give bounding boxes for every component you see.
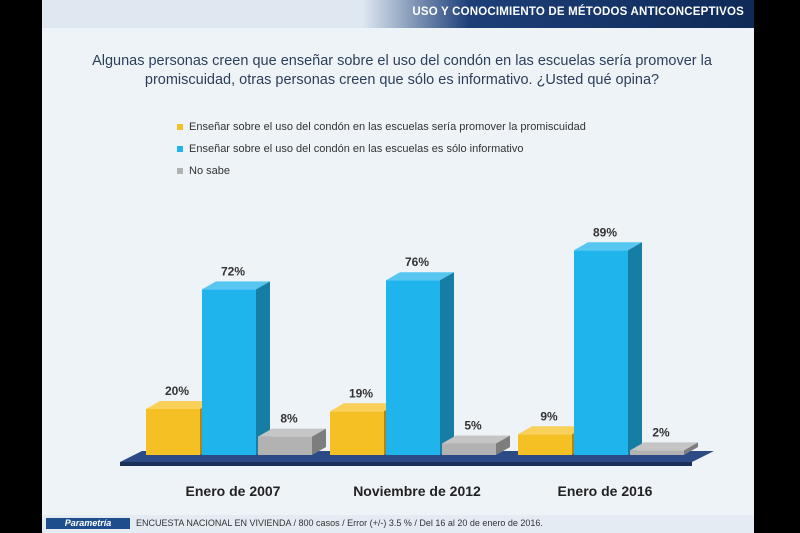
bar-top	[146, 401, 214, 409]
bar-front	[146, 409, 200, 455]
header-bar: USO Y CONOCIMIENTO DE MÉTODOS ANTICONCEP…	[42, 0, 754, 28]
bar-side	[440, 272, 454, 455]
bar-top	[630, 442, 698, 451]
data-label: 19%	[349, 386, 373, 400]
category-label: Enero de 2016	[558, 483, 653, 499]
data-label: 9%	[540, 409, 558, 423]
legend-label-informativo: Enseñar sobre el uso del condón en las e…	[189, 143, 524, 155]
data-label: 20%	[165, 384, 189, 398]
bar-top	[258, 428, 326, 437]
category-label: Noviembre de 2012	[353, 483, 481, 499]
footer: Parametría ENCUESTA NACIONAL EN VIVIENDA…	[42, 515, 754, 533]
bar-top	[442, 435, 510, 444]
chart-floor-edge	[120, 462, 692, 466]
bar-front	[386, 280, 440, 455]
left-letterbox	[0, 0, 42, 533]
footer-source-note: ENCUESTA NACIONAL EN VIVIENDA / 800 caso…	[136, 518, 543, 528]
data-label: 2%	[652, 425, 670, 439]
right-letterbox	[754, 0, 800, 533]
data-label: 8%	[280, 412, 298, 426]
bar-front	[330, 411, 384, 455]
bar-side	[628, 242, 642, 455]
bar-front	[442, 443, 496, 455]
bar-front	[202, 289, 256, 455]
legend-swatch-no-sabe	[177, 168, 183, 174]
bar-top	[330, 403, 398, 412]
data-label: 76%	[405, 255, 429, 269]
bar-top	[202, 281, 270, 290]
data-label: 89%	[593, 225, 617, 239]
bar-side	[496, 435, 510, 455]
legend-label-no-sabe: No sabe	[189, 165, 230, 177]
bar-front	[574, 250, 628, 455]
legend-swatch-informativo	[177, 146, 183, 152]
header-title: USO Y CONOCIMIENTO DE MÉTODOS ANTICONCEP…	[412, 6, 744, 18]
legend-swatch-promiscuidad	[177, 124, 183, 130]
bar-side	[256, 281, 270, 455]
bar-front	[258, 436, 312, 455]
bar-side	[312, 428, 326, 455]
bar-chart: 20% 72% 8% Enero de 2007 19% 76% 5% Noviembre d…	[120, 225, 714, 499]
slide: USO Y CONOCIMIENTO DE MÉTODOS ANTICONCEP…	[42, 0, 754, 533]
bar-top	[574, 242, 642, 251]
survey-question: Algunas personas creen que enseñar sobre…	[92, 53, 712, 88]
footer-logo: Parametría	[46, 518, 130, 529]
bar-side	[684, 442, 698, 455]
bar-front	[630, 450, 684, 455]
legend-label-promiscuidad: Enseñar sobre el uso del condón en las e…	[189, 121, 586, 133]
data-label: 72%	[221, 264, 245, 278]
category-label: Enero de 2007	[186, 483, 281, 499]
bar-top	[518, 426, 586, 435]
bar-front	[518, 434, 572, 455]
data-label: 5%	[464, 419, 482, 433]
bar-top	[386, 272, 454, 281]
